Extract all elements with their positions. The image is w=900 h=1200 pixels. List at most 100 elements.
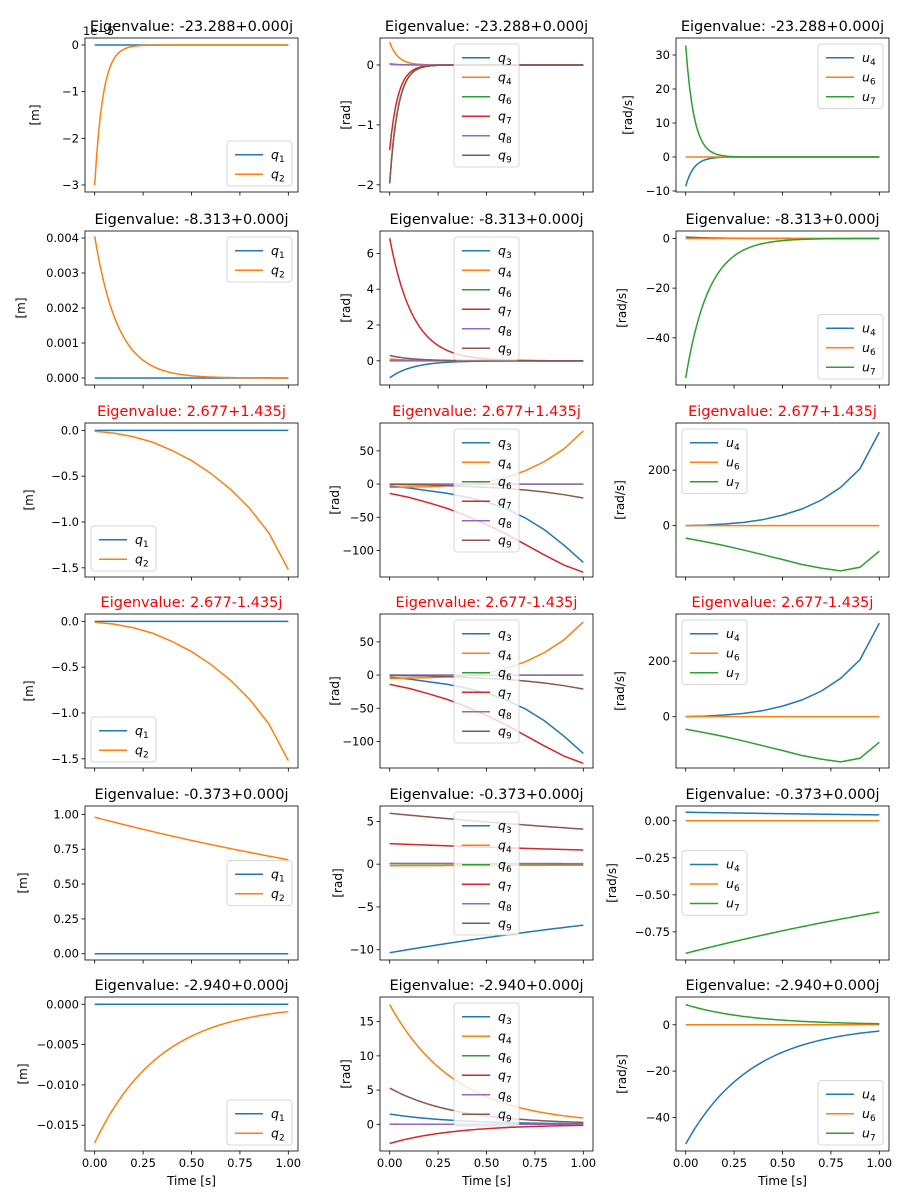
series-line-u7 <box>685 728 880 763</box>
legend-label-q2: q2 <box>271 1125 285 1143</box>
y-tick-label: −0.25 <box>635 851 670 865</box>
y-tick-label: 6 <box>367 246 374 260</box>
y-tick-label: 0.50 <box>53 877 79 891</box>
series-line-u7 <box>685 537 880 572</box>
y-tick-label: −1.5 <box>51 752 79 766</box>
series-group <box>685 622 880 763</box>
y-axis-label: [rad] <box>328 485 342 514</box>
subplot-title: Eigenvalue: -8.313+0.000j <box>94 212 288 228</box>
subplot-r0-c0: Eigenvalue: -23.288+0.000j 0 −1 −2 −3 1e−5 [m]… <box>28 19 299 196</box>
y-tick-label: 200 <box>648 463 670 477</box>
subplot-r3-c1: Eigenvalue: 2.677-1.435j 50 0 −50 −100 [rad] q… <box>328 595 594 772</box>
legend-label-q1: q1 <box>271 243 285 261</box>
subplot-r0-c2: Eigenvalue: -23.288+0.000j 30 20 10 0 −10 [rad… <box>621 19 890 198</box>
y-tick-label: 0.004 <box>46 231 79 245</box>
subplot-title: Eigenvalue: -2.940+0.000j <box>94 978 288 994</box>
legend-label-u6: u6 <box>726 454 740 472</box>
x-tick-label: 0.25 <box>721 1156 747 1170</box>
legend-label-q1: q1 <box>271 147 285 165</box>
series-group <box>94 816 289 955</box>
x-tick-label: 0.25 <box>425 1156 451 1170</box>
y-tick-label: 50 <box>359 444 374 458</box>
series-line-u4 <box>685 811 880 816</box>
legend-label-q9: q9 <box>498 532 512 550</box>
y-tick-label: 0 <box>663 150 670 164</box>
series-line-u7 <box>684 45 880 158</box>
y-tick-label: −3 <box>62 178 79 192</box>
y-tick-label: 2 <box>367 318 374 332</box>
y-tick-label: 10 <box>655 116 670 130</box>
y-tick-label: 0.00 <box>53 947 79 961</box>
legend-label-q4: q4 <box>498 1028 512 1046</box>
y-tick-label: 0 <box>663 710 670 724</box>
x-axis-label: Time [s] <box>461 1174 511 1188</box>
y-axis-label: [rad/s] <box>615 1054 629 1094</box>
series-line-u7 <box>685 1003 880 1025</box>
legend-label-q2: q2 <box>271 262 285 280</box>
x-tick-label: 0.75 <box>818 1156 844 1170</box>
subplot-r5-c1: Eigenvalue: -2.940+0.000j 15 10 5 0 0.00 0.25 0… <box>339 978 596 1188</box>
series-group <box>94 429 289 571</box>
y-tick-label: −40 <box>646 1110 670 1124</box>
y-tick-label: −10 <box>350 943 374 957</box>
legend-label-u6: u6 <box>726 876 740 894</box>
y-tick-label: −0.75 <box>635 925 670 939</box>
legend-label-q8: q8 <box>498 896 512 914</box>
subplot-r4-c2: Eigenvalue: -0.373+0.000j 0.00 −0.25 −0.50 −… <box>605 787 890 964</box>
y-axis-label: [rad] <box>331 868 345 897</box>
x-tick-label: 1.00 <box>276 1156 302 1170</box>
legend-label-u4: u4 <box>726 857 740 875</box>
subplot-r1-c2: Eigenvalue: -8.313+0.000j 0 −20 −40 [rad/s] u… <box>615 212 890 389</box>
y-axis-label: [m] <box>28 104 42 125</box>
series-group <box>684 236 880 379</box>
subplot-title: Eigenvalue: -23.288+0.000j <box>385 19 588 35</box>
legend-label-q6: q6 <box>498 282 512 300</box>
legend-label-q7: q7 <box>498 876 512 894</box>
legend-label-q9: q9 <box>498 915 512 933</box>
y-tick-label: −100 <box>342 734 374 748</box>
y-tick-label: 10 <box>359 1049 374 1063</box>
legend-label-q1: q1 <box>271 1106 285 1124</box>
series-line-u7 <box>685 911 880 955</box>
y-axis-label: [rad/s] <box>613 480 627 520</box>
y-tick-label: −2 <box>62 131 79 145</box>
subplot-title: Eigenvalue: -0.373+0.000j <box>389 787 583 803</box>
legend-label-q6: q6 <box>498 665 512 683</box>
y-axis-label: [rad] <box>339 1059 353 1088</box>
x-tick-label: 0.00 <box>377 1156 403 1170</box>
y-tick-label: 0 <box>72 38 79 52</box>
legend-label-u7: u7 <box>726 474 740 492</box>
x-tick-label: 0.00 <box>82 1156 108 1170</box>
y-tick-label: −0.005 <box>36 1038 79 1052</box>
y-tick-label: −0.010 <box>36 1078 79 1092</box>
legend-label-q8: q8 <box>498 704 512 722</box>
y-axis-label: [rad] <box>339 100 353 129</box>
subplot-title: Eigenvalue: 2.677+1.435j <box>392 404 581 420</box>
y-tick-label: 0.75 <box>53 842 79 856</box>
subplot-title: Eigenvalue: 2.677-1.435j <box>396 595 578 611</box>
legend-label-q7: q7 <box>498 108 512 126</box>
legend-label-q4: q4 <box>498 454 512 472</box>
legend-label-q3: q3 <box>498 243 512 261</box>
legend-label-q7: q7 <box>498 301 512 319</box>
y-axis-label: [rad/s] <box>615 288 629 328</box>
legend-label-u4: u4 <box>726 626 740 644</box>
legend-label-u6: u6 <box>862 69 876 87</box>
y-tick-label: −0.5 <box>51 469 79 483</box>
y-tick-label: 0 <box>367 477 374 491</box>
subplot-r5-c2: Eigenvalue: -2.940+0.000j 0 −20 −40 0.00 0.25… <box>615 978 892 1188</box>
series-group <box>93 236 289 379</box>
series-line-q7 <box>389 1124 584 1145</box>
y-tick-label: 5 <box>367 1083 374 1097</box>
legend-label-u7: u7 <box>726 896 740 914</box>
subplot-title: Eigenvalue: -23.288+0.000j <box>681 19 884 35</box>
series-line-u4 <box>685 431 880 527</box>
